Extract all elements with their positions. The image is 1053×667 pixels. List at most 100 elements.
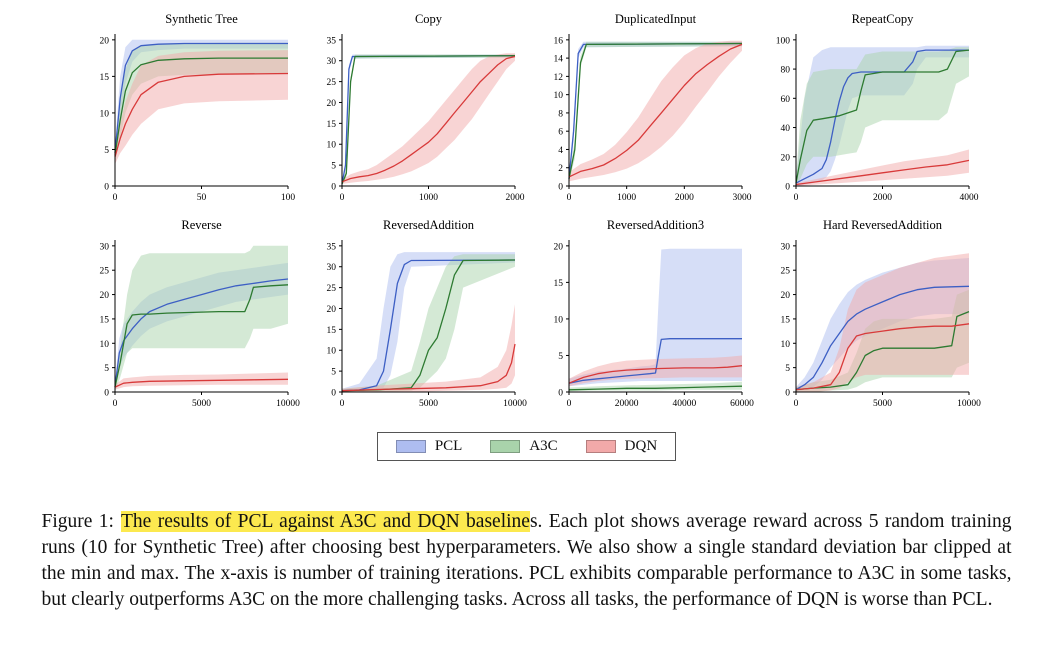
chart-canvas: Hard ReversedAddition 0 5000 10000 0 5 10 15 20 2… xyxy=(780,218,981,409)
chart-canvas: Copy 0 1000 2000 0 5 10 15 20 25 30 35 xyxy=(326,12,524,203)
x-tick-label: 0 xyxy=(793,193,798,203)
x-tick-label: 20000 xyxy=(614,399,638,409)
y-tick-label: 10 xyxy=(553,315,563,325)
x-tick-label: 5000 xyxy=(873,399,892,409)
x-tick-label: 50 xyxy=(196,193,206,203)
x-tick-label: 2000 xyxy=(674,193,693,203)
y-tick-label: 20 xyxy=(780,291,790,301)
chart-title: RepeatCopy xyxy=(851,12,914,26)
x-tick-label: 0 xyxy=(112,193,117,203)
series-band-pcl xyxy=(568,248,742,387)
y-tick-label: 5 xyxy=(785,364,790,374)
y-tick-label: 8 xyxy=(558,109,563,119)
series-band-a3c xyxy=(114,245,288,392)
x-tick-label: 5000 xyxy=(419,399,438,409)
series-line-dqn xyxy=(341,343,516,392)
series-line-dqn xyxy=(114,378,288,388)
series-band-dqn xyxy=(114,50,288,165)
caption-highlight: The results of PCL against A3C and DQN b… xyxy=(120,511,530,532)
series-line-pcl xyxy=(568,338,742,384)
series-line-dqn xyxy=(113,72,288,157)
x-tick-label: 0 xyxy=(566,399,571,409)
y-tick-label: 5 xyxy=(104,364,109,374)
x-tick-label: 2000 xyxy=(505,193,524,203)
y-tick-label: 10 xyxy=(553,91,563,101)
y-tick-label: 14 xyxy=(553,55,563,65)
caption-figure-number: Figure 1: xyxy=(41,511,114,532)
y-tick-label: 20 xyxy=(780,153,790,163)
y-tick-label: 16 xyxy=(553,36,563,46)
series-line-a3c xyxy=(340,55,515,185)
y-tick-label: 20 xyxy=(326,99,336,109)
chart-hard-reversedaddition: Hard ReversedAddition 0 5000 10000 0 5 10 15 20 2… xyxy=(754,216,981,418)
series-band-dqn xyxy=(795,149,969,186)
x-tick-label: 60000 xyxy=(730,399,754,409)
chart-reverse: Reverse 0 5000 10000 0 5 10 15 20 25 30 xyxy=(73,216,300,418)
chart-canvas: RepeatCopy 0 2000 4000 0 20 40 60 80 100 xyxy=(775,12,978,203)
chart-synthetic-tree: Synthetic Tree 0 50 100 0 5 10 15 20 xyxy=(73,10,300,212)
series-line-dqn xyxy=(795,323,969,391)
y-tick-label: 15 xyxy=(99,73,109,83)
y-tick-label: 10 xyxy=(780,340,790,350)
y-tick-label: 20 xyxy=(326,305,336,315)
y-tick-label: 10 xyxy=(99,109,109,119)
y-tick-label: 0 xyxy=(331,183,336,193)
y-tick-label: 15 xyxy=(326,326,336,336)
y-tick-label: 25 xyxy=(326,284,336,294)
chart-copy: Copy 0 1000 2000 0 5 10 15 20 25 30 35 xyxy=(300,10,527,212)
figure-legend: PCL A3C DQN xyxy=(376,432,677,461)
y-tick-label: 25 xyxy=(780,267,790,277)
series-line-pcl xyxy=(795,49,969,184)
series-line-pcl xyxy=(113,42,288,154)
y-tick-label: 40 xyxy=(780,124,790,134)
series-line-pcl xyxy=(341,259,515,392)
chart-reversedaddition: ReversedAddition 0 5000 10000 0 5 10 15 20 25 30 35 xyxy=(300,216,527,418)
y-tick-label: 15 xyxy=(780,315,790,325)
chart-canvas: ReversedAddition 0 5000 10000 0 5 10 15 20 25 30 35 xyxy=(326,218,527,409)
x-tick-label: 100 xyxy=(280,193,295,203)
figure-caption: Figure 1: The results of PCL against A3C … xyxy=(42,509,1012,614)
chart-title: Reverse xyxy=(181,218,222,232)
chart-canvas: ReversedAddition3 0 20000 40000 60000 0 5 10 15 2… xyxy=(553,218,754,409)
x-tick-label: 10000 xyxy=(276,399,300,409)
x-tick-label: 0 xyxy=(112,399,117,409)
series-line-dqn xyxy=(568,365,742,384)
series-line-dqn xyxy=(795,159,969,186)
y-tick-label: 5 xyxy=(331,162,336,172)
y-tick-label: 20 xyxy=(99,36,109,46)
charts-grid: Synthetic Tree 0 50 100 0 5 10 15 20 Copy 0 1000 20… xyxy=(73,10,981,418)
legend-swatch-pcl xyxy=(395,440,426,453)
legend-label-pcl: PCL xyxy=(434,438,463,454)
legend-label-a3c: A3C xyxy=(529,438,558,454)
y-tick-label: 30 xyxy=(326,57,336,67)
x-tick-label: 0 xyxy=(566,193,571,203)
chart-reversedaddition3: ReversedAddition3 0 20000 40000 60000 0 5 10 15 2… xyxy=(527,216,754,418)
y-tick-label: 35 xyxy=(326,36,336,46)
paper-page: { "page": { "background": "#ffffff", "hi… xyxy=(0,10,1053,667)
x-tick-label: 2000 xyxy=(873,193,892,203)
y-tick-label: 10 xyxy=(326,141,336,151)
series-band-a3c xyxy=(795,47,969,187)
y-tick-label: 10 xyxy=(326,347,336,357)
y-tick-label: 100 xyxy=(775,36,790,46)
x-tick-label: 0 xyxy=(339,399,344,409)
chart-title: Copy xyxy=(414,12,442,26)
y-tick-label: 15 xyxy=(553,279,563,289)
y-tick-label: 0 xyxy=(785,389,790,399)
x-tick-label: 0 xyxy=(793,399,798,409)
chart-title: DuplicatedInput xyxy=(614,12,696,26)
chart-repeatcopy: RepeatCopy 0 2000 4000 0 20 40 60 80 100 xyxy=(754,10,981,212)
y-tick-label: 20 xyxy=(99,291,109,301)
y-tick-label: 6 xyxy=(558,128,563,138)
x-tick-label: 1000 xyxy=(419,193,438,203)
series-line-a3c xyxy=(113,57,288,156)
y-tick-label: 0 xyxy=(104,183,109,193)
x-tick-label: 3000 xyxy=(732,193,751,203)
y-tick-label: 30 xyxy=(326,263,336,273)
legend-entry-dqn: DQN xyxy=(585,438,657,455)
y-tick-label: 80 xyxy=(780,66,790,76)
caption-text: s. Each plot shows average reward across… xyxy=(41,511,1012,611)
y-tick-label: 0 xyxy=(785,183,790,193)
y-tick-label: 20 xyxy=(553,242,563,252)
y-tick-label: 30 xyxy=(99,242,109,252)
